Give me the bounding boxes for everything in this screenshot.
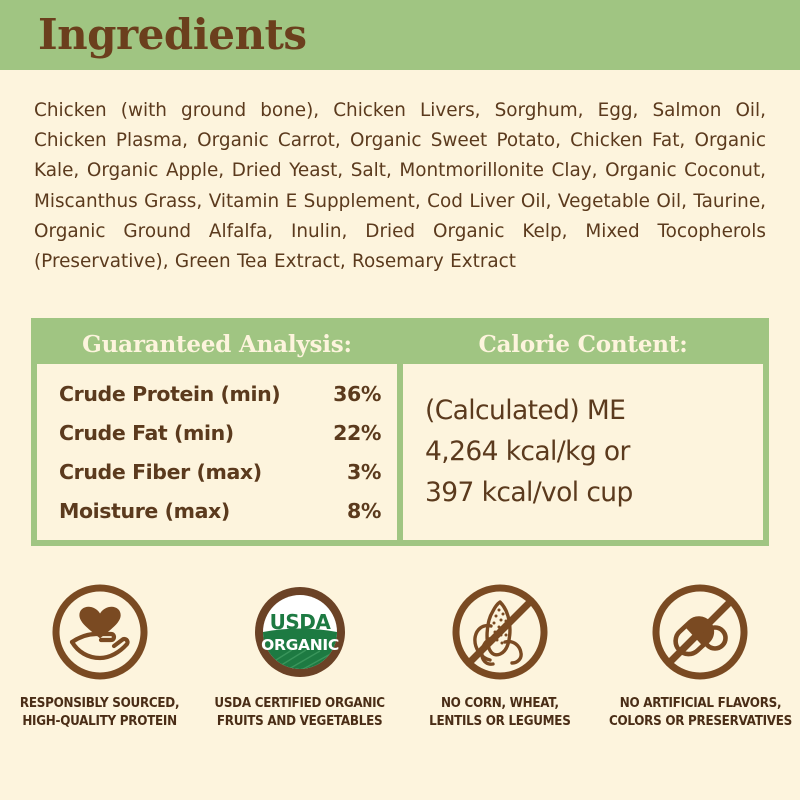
calorie-line: 397 kcal/vol cup bbox=[425, 476, 633, 508]
page-header: Ingredients bbox=[0, 0, 800, 70]
table-row: Moisture (max) 8% bbox=[59, 499, 381, 523]
badge-responsibly-sourced: RESPONSIBLY SOURCED, HIGH-QUALITY PROTEI… bbox=[0, 580, 200, 731]
ingredients-list-text: Chicken (with ground bone), Chicken Live… bbox=[34, 100, 766, 273]
nutrition-panel-body: Crude Protein (min) 36% Crude Fat (min) … bbox=[37, 364, 763, 540]
table-row: Crude Fiber (max) 3% bbox=[59, 460, 381, 484]
badge-usda-organic: USDA ORGANIC USDA CERTIFIED ORGANIC FRUI… bbox=[200, 580, 400, 731]
analysis-label: Crude Protein (min) bbox=[59, 381, 281, 406]
no-corn-icon bbox=[452, 584, 548, 680]
badge-no-artificial: NO ARTIFICIAL FLAVORS, COLORS OR PRESERV… bbox=[600, 580, 800, 731]
page-title: Ingredients bbox=[38, 10, 307, 59]
badge-label-line1: NO CORN, WHEAT, bbox=[441, 696, 559, 711]
usda-seal-bottom-text: ORGANIC bbox=[261, 636, 339, 654]
calorie-content-header: Calorie Content: bbox=[403, 324, 763, 364]
guaranteed-analysis-table: Crude Protein (min) 36% Crude Fat (min) … bbox=[37, 364, 397, 540]
badge-label: NO CORN, WHEAT, LENTILS OR LEGUMES bbox=[429, 695, 571, 731]
usda-seal-top-text: USDA bbox=[270, 610, 332, 634]
table-row: Crude Fat (min) 22% bbox=[59, 421, 381, 445]
heart-in-hand-icon bbox=[52, 584, 148, 680]
calorie-content-heading: Calorie Content: bbox=[478, 330, 688, 358]
badge-label-line2: HIGH-QUALITY PROTEIN bbox=[22, 714, 178, 729]
analysis-value: 3% bbox=[346, 459, 381, 484]
nutrition-panel-headers: Guaranteed Analysis: Calorie Content: bbox=[37, 324, 763, 364]
guaranteed-analysis-header: Guaranteed Analysis: bbox=[37, 324, 397, 364]
calorie-line: (Calculated) ME bbox=[425, 394, 626, 426]
badge-label-line1: USDA CERTIFIED ORGANIC bbox=[214, 696, 386, 711]
calorie-line: 4,264 kcal/kg or bbox=[425, 435, 630, 467]
analysis-label: Crude Fiber (max) bbox=[59, 459, 262, 484]
badge-label: NO ARTIFICIAL FLAVORS, COLORS OR PRESERV… bbox=[608, 695, 791, 731]
calorie-content-block: (Calculated) ME 4,264 kcal/kg or 397 kca… bbox=[403, 364, 763, 540]
usda-organic-seal-icon: USDA ORGANIC bbox=[255, 587, 345, 677]
badge-label-line2: LENTILS OR LEGUMES bbox=[429, 714, 571, 729]
nutrition-panel: Guaranteed Analysis: Calorie Content: Cr… bbox=[31, 318, 769, 546]
badge-label-line1: NO ARTIFICIAL FLAVORS, bbox=[619, 696, 781, 711]
analysis-label: Moisture (max) bbox=[59, 498, 230, 523]
analysis-value: 22% bbox=[333, 420, 381, 445]
analysis-label: Crude Fat (min) bbox=[59, 420, 234, 445]
badge-label-line2: FRUITS AND VEGETABLES bbox=[217, 714, 383, 729]
badge-label-line1: RESPONSIBLY SOURCED, bbox=[20, 696, 180, 711]
badge-label: USDA CERTIFIED ORGANIC FRUITS AND VEGETA… bbox=[214, 695, 386, 731]
no-artificial-additives-icon bbox=[652, 584, 748, 680]
badge-no-corn: NO CORN, WHEAT, LENTILS OR LEGUMES bbox=[400, 580, 600, 731]
guaranteed-analysis-heading: Guaranteed Analysis: bbox=[82, 330, 352, 358]
table-row: Crude Protein (min) 36% bbox=[59, 382, 381, 406]
analysis-value: 36% bbox=[333, 381, 381, 406]
ingredients-section: Chicken (with ground bone), Chicken Live… bbox=[0, 70, 800, 277]
badge-label: RESPONSIBLY SOURCED, HIGH-QUALITY PROTEI… bbox=[20, 695, 180, 731]
badge-label-line2: COLORS OR PRESERVATIVES bbox=[608, 714, 792, 729]
feature-badges-row: RESPONSIBLY SOURCED, HIGH-QUALITY PROTEI… bbox=[0, 580, 800, 731]
analysis-value: 8% bbox=[346, 498, 381, 523]
